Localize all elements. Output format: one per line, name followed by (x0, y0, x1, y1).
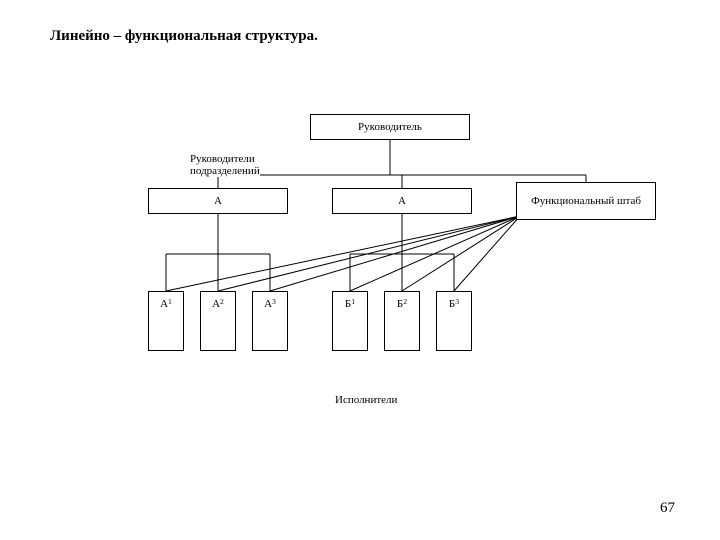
node-B2: Б2 (384, 291, 420, 351)
node-B3: Б3 (436, 291, 472, 351)
page-number: 67 (660, 500, 675, 517)
node-A2: А2 (200, 291, 236, 351)
page-title: Линейно – функциональная структура. (50, 28, 318, 45)
node-A1: А1 (148, 291, 184, 351)
label-executors: Исполнители (335, 394, 397, 406)
node-A3: А3 (252, 291, 288, 351)
label-subheads: Руководители подразделений (190, 153, 260, 177)
connector-lines (0, 0, 720, 540)
node-staff: Функциональный штаб (516, 182, 656, 220)
node-B1: Б1 (332, 291, 368, 351)
node-root: Руководитель (310, 114, 470, 140)
node-A_right: А (332, 188, 472, 214)
node-A_left: А (148, 188, 288, 214)
